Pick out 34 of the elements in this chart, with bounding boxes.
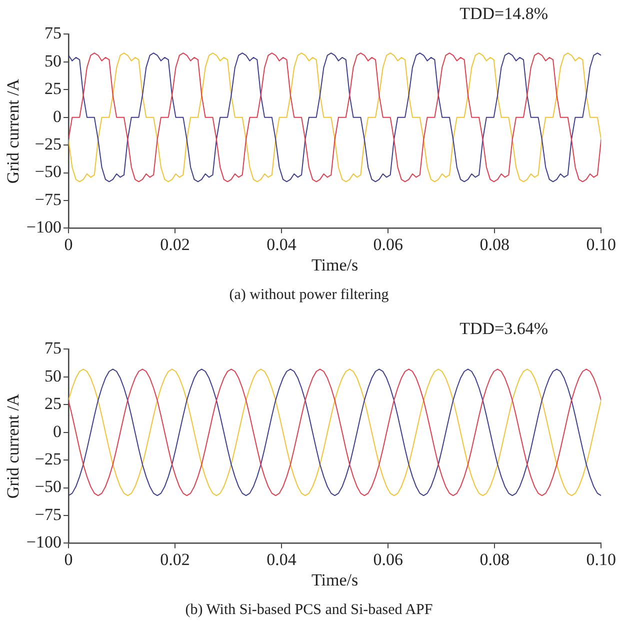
x-tick-label: 0.06 bbox=[373, 550, 403, 569]
y-tick-label: 0 bbox=[52, 106, 62, 126]
x-tick-label: 0.04 bbox=[266, 550, 297, 569]
y-tick-label: 75 bbox=[44, 338, 62, 358]
y-axis-title: Grid current /A bbox=[4, 78, 23, 184]
y-tick-label: −50 bbox=[34, 477, 62, 496]
x-tick-label: 0.02 bbox=[160, 550, 190, 569]
y-tick-label: −25 bbox=[34, 134, 62, 154]
text: (b) With Si-based PCS and Si-based APF bbox=[184, 602, 434, 619]
text: TDD=14.8% bbox=[460, 4, 548, 24]
y-tick-label: −75 bbox=[34, 190, 62, 209]
x-tick-label: 0.08 bbox=[480, 550, 510, 569]
x-tick-label: 0.10 bbox=[586, 234, 616, 254]
text: (a) without power filtering bbox=[228, 287, 390, 304]
y-tick-label: 25 bbox=[44, 79, 62, 98]
x-tick-label: 0.04 bbox=[266, 234, 297, 254]
y-tick-label: −25 bbox=[34, 450, 62, 469]
y-tick-label: −100 bbox=[26, 532, 62, 552]
x-axis-title: Time/s bbox=[311, 570, 358, 590]
x-axis-title: Time/s bbox=[311, 255, 358, 274]
y-tick-label: 0 bbox=[52, 422, 62, 441]
y-tick-label: 25 bbox=[44, 394, 62, 414]
x-tick-label: 0.02 bbox=[160, 234, 190, 254]
x-tick-label: 0.10 bbox=[586, 550, 616, 569]
y-tick-label: −50 bbox=[34, 162, 62, 182]
x-tick-label: 0.08 bbox=[480, 234, 510, 254]
y-tick-label: −100 bbox=[26, 218, 62, 237]
y-tick-label: −75 bbox=[34, 504, 62, 524]
y-tick-label: 75 bbox=[44, 24, 62, 43]
y-tick-label: 50 bbox=[44, 366, 62, 386]
y-axis-title: Grid current /A bbox=[4, 393, 23, 499]
x-tick-label: 0.06 bbox=[373, 234, 403, 254]
text: TDD=3.64% bbox=[460, 319, 548, 339]
y-tick-label: 50 bbox=[44, 51, 62, 70]
